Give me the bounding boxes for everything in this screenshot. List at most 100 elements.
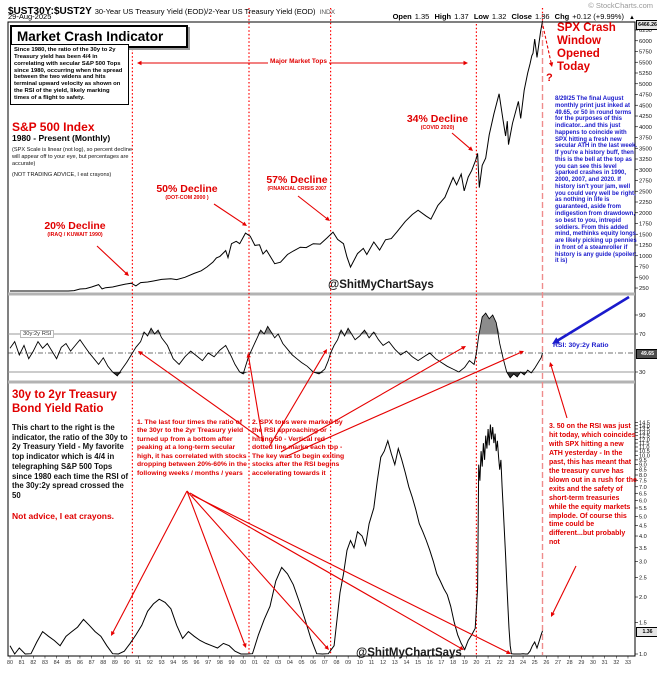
svg-text:81: 81 xyxy=(19,660,25,666)
chart-date: 29-Aug-2025 xyxy=(8,12,52,21)
svg-text:9.5: 9.5 xyxy=(639,458,647,464)
svg-text:3.0: 3.0 xyxy=(639,559,647,565)
svg-text:4.5: 4.5 xyxy=(639,524,647,530)
svg-text:10.5: 10.5 xyxy=(639,449,650,455)
svg-text:8.5: 8.5 xyxy=(639,468,647,474)
svg-text:93: 93 xyxy=(159,660,165,666)
svg-text:3250: 3250 xyxy=(639,157,652,163)
svg-text:90: 90 xyxy=(639,313,645,319)
svg-text:5.0: 5.0 xyxy=(639,514,647,520)
svg-text:26: 26 xyxy=(543,660,549,666)
svg-text:19: 19 xyxy=(462,660,468,666)
annotation-3: 3. 50 on the RSI was just hit today, whi… xyxy=(549,423,637,547)
svg-text:87: 87 xyxy=(89,660,95,666)
svg-text:14.0: 14.0 xyxy=(639,424,650,430)
svg-text:11.5: 11.5 xyxy=(639,441,649,447)
svg-text:96: 96 xyxy=(194,660,200,666)
ratio-section-body: This chart to the right is the indicator… xyxy=(12,423,129,501)
svg-text:13.5: 13.5 xyxy=(639,427,650,433)
svg-text:29: 29 xyxy=(578,660,584,666)
svg-text:3500: 3500 xyxy=(639,146,652,152)
svg-text:02: 02 xyxy=(264,660,270,666)
intro-box: Since 1980, the ratio of the 30y to 2y T… xyxy=(10,44,129,105)
svg-text:14: 14 xyxy=(403,660,409,666)
svg-text:33: 33 xyxy=(625,660,631,666)
svg-text:1750: 1750 xyxy=(639,222,652,228)
svg-text:82: 82 xyxy=(30,660,36,666)
svg-text:08: 08 xyxy=(333,660,339,666)
decline-label-2007: 57% Decline (FINANCIAL CRISIS 2007 xyxy=(243,174,351,193)
svg-text:31: 31 xyxy=(602,660,608,666)
svg-text:750: 750 xyxy=(639,265,649,271)
svg-text:8.0: 8.0 xyxy=(639,473,647,479)
svg-text:13: 13 xyxy=(392,660,398,666)
chg-value: +0.12 (+9.99%) xyxy=(572,12,624,21)
svg-text:6000: 6000 xyxy=(639,39,652,45)
close-label: Close xyxy=(511,12,532,21)
svg-text:03: 03 xyxy=(275,660,281,666)
decline-label-1990: 20% Decline (IRAQ / KUWAIT 1990) xyxy=(25,220,125,239)
svg-text:4000: 4000 xyxy=(639,125,652,131)
decline-pct: 34% Decline xyxy=(406,113,469,125)
quote-bar: Open 1.35 High 1.37 Low 1.32 Close 1.36 Chg +… xyxy=(390,12,635,21)
rsi-legend-chip: 30y:2y RSI xyxy=(20,330,55,338)
svg-text:17: 17 xyxy=(438,660,444,666)
decline-label-2000: 50% Decline (DOT-COM 2000 ) xyxy=(137,183,237,201)
svg-text:80: 80 xyxy=(7,660,13,666)
decline-pct: 50% Decline xyxy=(156,183,218,195)
svg-text:6.5: 6.5 xyxy=(639,491,647,497)
major-market-tops-label: Major Market Tops xyxy=(268,58,329,65)
svg-text:2500: 2500 xyxy=(639,189,652,195)
crash-window-callout: SPX Crash Window Opened Today xyxy=(557,22,616,73)
svg-text:1.5: 1.5 xyxy=(639,620,647,626)
svg-text:7.0: 7.0 xyxy=(639,485,647,491)
svg-text:1500: 1500 xyxy=(639,232,652,238)
svg-text:70: 70 xyxy=(639,332,645,338)
svg-text:1000: 1000 xyxy=(639,254,652,260)
svg-text:4500: 4500 xyxy=(639,103,652,109)
svg-text:99: 99 xyxy=(229,660,235,666)
copyright: © StockCharts.com xyxy=(588,1,653,10)
svg-text:20: 20 xyxy=(473,660,479,666)
svg-text:15: 15 xyxy=(415,660,421,666)
svg-text:30: 30 xyxy=(590,660,596,666)
svg-text:3750: 3750 xyxy=(639,136,652,142)
svg-text:10: 10 xyxy=(357,660,363,666)
watermark: @ShitMyChartSays xyxy=(356,647,462,659)
svg-text:2250: 2250 xyxy=(639,200,652,206)
svg-text:14.5: 14.5 xyxy=(639,421,650,427)
svg-text:12: 12 xyxy=(380,660,386,666)
svg-text:12.0: 12.0 xyxy=(639,437,650,443)
open-value: 1.35 xyxy=(414,12,430,21)
symbol-description: 30-Year US Treasury Yield (EOD)/2-Year U… xyxy=(94,7,316,16)
spx-note-disclaimer: (NOT TRADING ADVICE, I eat crayons) xyxy=(12,172,112,178)
svg-text:13.0: 13.0 xyxy=(639,430,650,436)
svg-text:92: 92 xyxy=(147,660,153,666)
spx-last-value-box: 6466.26 xyxy=(636,20,657,30)
svg-text:07: 07 xyxy=(322,660,328,666)
svg-text:5750: 5750 xyxy=(639,50,652,56)
watermark: @ShitMyChartSays xyxy=(328,279,434,291)
svg-text:88: 88 xyxy=(100,660,106,666)
svg-text:83: 83 xyxy=(42,660,48,666)
ratio-disclaimer: Not advice, I eat crayons. xyxy=(12,511,115,521)
symbol: $UST30Y:$UST2Y xyxy=(8,6,92,17)
svg-text:4750: 4750 xyxy=(639,93,652,99)
open-label: Open xyxy=(392,12,412,21)
svg-text:500: 500 xyxy=(639,275,649,281)
rsi-last-value-box: 49.65 xyxy=(636,349,657,359)
decline-label-2020: 34% Decline (COVID 2020) xyxy=(390,113,485,131)
svg-text:16: 16 xyxy=(427,660,433,666)
svg-text:21: 21 xyxy=(485,660,491,666)
svg-text:3.5: 3.5 xyxy=(639,546,647,552)
spx-note-scale: (SPX Scale is linear (not log), so perce… xyxy=(12,147,133,167)
svg-text:2.0: 2.0 xyxy=(639,595,647,601)
svg-text:22: 22 xyxy=(497,660,503,666)
decline-cause: (FINANCIAL CRISIS 2007 xyxy=(267,186,327,193)
exchange-label: INDX xyxy=(319,9,336,16)
svg-text:11.0: 11.0 xyxy=(639,445,649,451)
decline-cause: (IRAQ / KUWAIT 1990) xyxy=(47,232,103,239)
high-value: 1.37 xyxy=(454,12,469,21)
svg-text:1250: 1250 xyxy=(639,243,652,249)
